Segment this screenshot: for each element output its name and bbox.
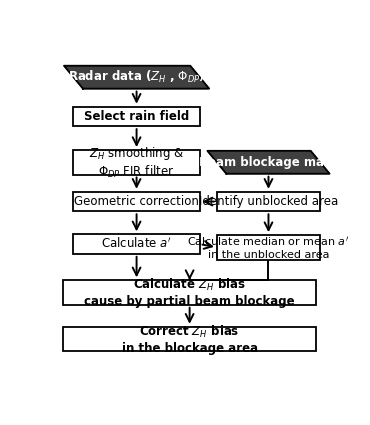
Text: Calculate $Z_H$ bias
cause by partial beam blockage: Calculate $Z_H$ bias cause by partial be… — [84, 277, 295, 308]
FancyBboxPatch shape — [74, 234, 200, 254]
Text: Identify unblocked area: Identify unblocked area — [199, 195, 338, 208]
Text: Calculate median or mean $a'$
in the unblocked area: Calculate median or mean $a'$ in the unb… — [188, 235, 350, 260]
FancyBboxPatch shape — [217, 192, 320, 211]
Text: Beam blockage mask: Beam blockage mask — [199, 156, 338, 169]
Text: Calculate $a'$: Calculate $a'$ — [101, 237, 172, 251]
FancyBboxPatch shape — [74, 107, 200, 126]
Text: Radar data ($Z_H$ , $\Phi_{DP}$): Radar data ($Z_H$ , $\Phi_{DP}$) — [68, 69, 205, 85]
FancyBboxPatch shape — [64, 327, 316, 351]
Text: Correct $Z_H$ bias
in the blockage area: Correct $Z_H$ bias in the blockage area — [122, 323, 258, 354]
FancyBboxPatch shape — [74, 192, 200, 211]
FancyBboxPatch shape — [217, 235, 320, 260]
Polygon shape — [64, 66, 209, 89]
Text: Select rain field: Select rain field — [84, 110, 189, 123]
Text: Geometric correction: Geometric correction — [74, 195, 199, 208]
Text: $Z_H$ smoothing &
$\Phi_{DP}$ FIR filter: $Z_H$ smoothing & $\Phi_{DP}$ FIR filter — [89, 144, 184, 180]
Polygon shape — [208, 151, 330, 174]
FancyBboxPatch shape — [74, 150, 200, 175]
FancyBboxPatch shape — [64, 280, 316, 305]
